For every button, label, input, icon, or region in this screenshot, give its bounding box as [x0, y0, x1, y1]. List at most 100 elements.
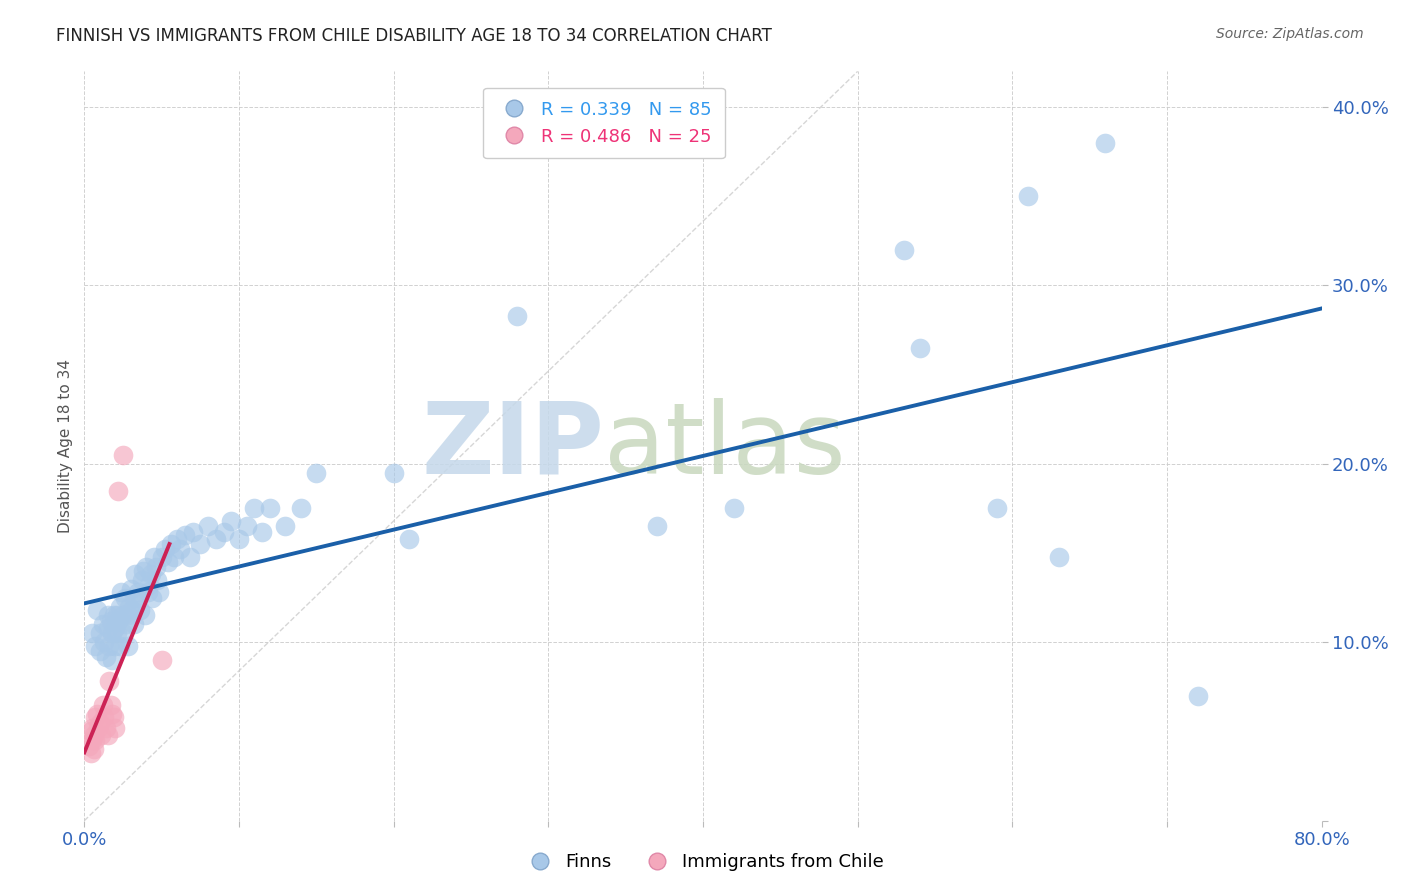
Point: [117, 639, 139, 653]
Point: [103, 608, 125, 623]
Point: [166, 532, 188, 546]
Point: [91, 698, 114, 712]
Point: [150, 653, 173, 667]
Point: [83, 742, 105, 756]
Point: [107, 483, 129, 498]
Point: [290, 501, 312, 516]
Point: [112, 448, 135, 462]
Point: [96, 728, 118, 742]
Point: [169, 542, 191, 557]
Point: [122, 617, 145, 632]
Point: [138, 578, 160, 592]
Point: [82, 626, 104, 640]
Point: [174, 528, 197, 542]
Point: [212, 524, 235, 539]
Point: [259, 501, 281, 516]
Point: [108, 599, 131, 614]
Point: [118, 599, 141, 614]
Point: [101, 653, 124, 667]
Point: [82, 721, 104, 735]
Point: [117, 608, 139, 623]
Point: [104, 639, 127, 653]
Point: [179, 549, 201, 564]
Point: [129, 603, 152, 617]
Point: [243, 501, 266, 516]
Point: [1047, 549, 1070, 564]
Point: [86, 603, 108, 617]
Point: [110, 585, 132, 599]
Point: [87, 721, 110, 735]
Point: [121, 603, 143, 617]
Point: [235, 519, 259, 533]
Text: ZIP: ZIP: [422, 398, 605, 494]
Point: [219, 514, 242, 528]
Point: [86, 706, 108, 721]
Point: [107, 614, 129, 628]
Point: [104, 621, 127, 635]
Point: [79, 724, 101, 739]
Point: [124, 567, 146, 582]
Point: [250, 524, 273, 539]
Point: [84, 639, 107, 653]
Point: [79, 746, 101, 760]
Point: [108, 639, 131, 653]
Point: [115, 617, 138, 632]
Point: [305, 466, 328, 480]
Point: [112, 626, 135, 640]
Point: [398, 532, 420, 546]
Point: [91, 617, 114, 632]
Point: [84, 710, 107, 724]
Point: [136, 585, 159, 599]
Point: [83, 728, 105, 742]
Point: [82, 733, 104, 747]
Point: [205, 532, 228, 546]
Text: Source: ZipAtlas.com: Source: ZipAtlas.com: [1216, 27, 1364, 41]
Point: [93, 710, 115, 724]
Point: [96, 621, 118, 635]
Point: [134, 608, 156, 623]
Point: [96, 608, 118, 623]
Point: [112, 608, 135, 623]
Point: [103, 710, 125, 724]
Y-axis label: Disability Age 18 to 34: Disability Age 18 to 34: [58, 359, 73, 533]
Legend: R = 0.339   N = 85, R = 0.486   N = 25: R = 0.339 N = 85, R = 0.486 N = 25: [484, 88, 724, 158]
Point: [125, 591, 148, 605]
Point: [122, 591, 145, 605]
Point: [188, 537, 211, 551]
Point: [89, 626, 111, 640]
Point: [105, 626, 128, 640]
Point: [148, 585, 170, 599]
Point: [723, 501, 745, 516]
Point: [105, 608, 128, 623]
Point: [101, 706, 124, 721]
Point: [156, 555, 179, 569]
Point: [228, 532, 250, 546]
Point: [94, 721, 117, 735]
Point: [84, 733, 107, 747]
Point: [131, 573, 153, 587]
Point: [90, 728, 112, 742]
Point: [127, 585, 149, 599]
Point: [908, 341, 931, 355]
Point: [93, 635, 115, 649]
Legend: Finns, Immigrants from Chile: Finns, Immigrants from Chile: [515, 847, 891, 879]
Point: [150, 549, 173, 564]
Point: [986, 501, 1008, 516]
Point: [181, 524, 204, 539]
Point: [145, 560, 167, 574]
Point: [146, 573, 169, 587]
Point: [100, 614, 122, 628]
Point: [77, 739, 100, 753]
Point: [645, 519, 668, 533]
Point: [141, 591, 163, 605]
Text: FINNISH VS IMMIGRANTS FROM CHILE DISABILITY AGE 18 TO 34 CORRELATION CHART: FINNISH VS IMMIGRANTS FROM CHILE DISABIL…: [56, 27, 772, 45]
Point: [160, 537, 183, 551]
Point: [120, 582, 142, 596]
Point: [506, 309, 529, 323]
Point: [163, 549, 186, 564]
Point: [153, 542, 176, 557]
Point: [139, 567, 162, 582]
Point: [98, 639, 121, 653]
Point: [89, 644, 111, 658]
Point: [135, 560, 157, 574]
